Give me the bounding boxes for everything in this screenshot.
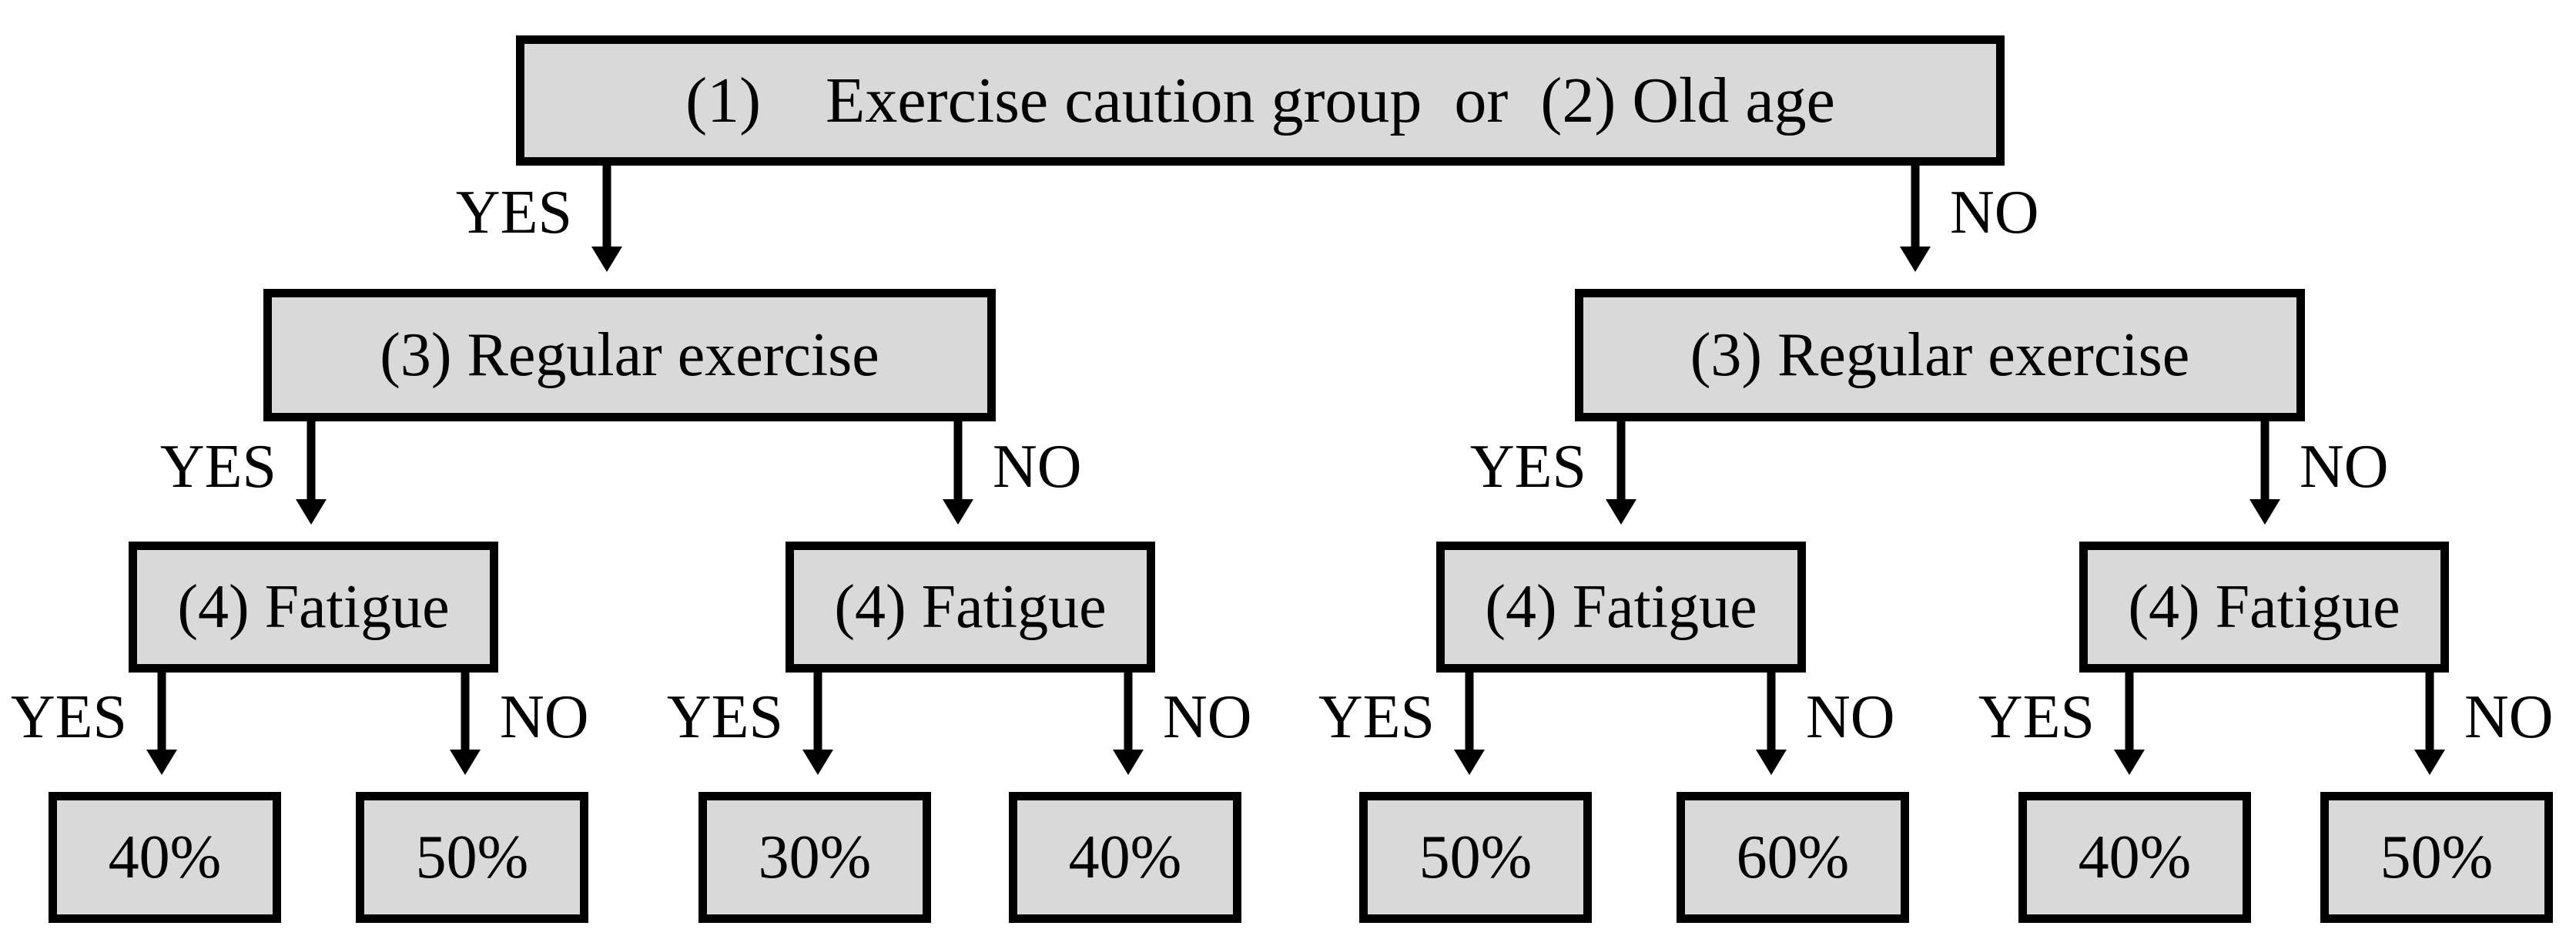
decision-node-label: (3) Regular exercise — [380, 321, 879, 389]
decision-node-label: (4) Fatigue — [2128, 573, 2400, 641]
arrow-line — [157, 673, 166, 751]
decision-node-label: (4) Fatigue — [177, 573, 450, 641]
leaf-node-percentage-7: 40% — [2018, 792, 2251, 923]
arrow-head-icon — [802, 750, 833, 775]
leaf-node-percentage-8: 50% — [2320, 792, 2553, 923]
edge-label-no: NO — [2300, 433, 2389, 501]
leaf-node-value: 60% — [1736, 824, 1850, 891]
decision-node-fatigue-1: (4) Fatigue — [129, 542, 498, 673]
edge-label-yes: YES — [1978, 683, 2095, 751]
arrow-head-icon — [450, 750, 481, 775]
leaf-node-percentage-1: 40% — [49, 792, 281, 923]
leaf-node-percentage-3: 30% — [698, 792, 931, 923]
arrow-connector — [943, 421, 973, 525]
edge-label-no: NO — [500, 683, 589, 751]
arrow-connector — [1113, 673, 1144, 775]
arrow-line — [1465, 673, 1474, 751]
arrow-line — [602, 166, 611, 248]
arrow-line — [307, 421, 316, 501]
arrow-head-icon — [296, 499, 327, 525]
arrow-line — [1767, 673, 1776, 751]
arrow-head-icon — [2414, 750, 2445, 775]
decision-node-fatigue-4: (4) Fatigue — [2079, 542, 2449, 673]
arrow-line — [2125, 673, 2134, 751]
arrow-head-icon — [2114, 750, 2145, 775]
leaf-node-value: 40% — [2078, 824, 2192, 891]
arrow-connector — [802, 673, 833, 775]
arrow-line — [461, 673, 470, 751]
leaf-node-value: 50% — [2380, 824, 2494, 891]
edge-label-yes: YES — [666, 683, 783, 751]
edge-label-no: NO — [1950, 179, 2039, 247]
decision-node-label: (3) Regular exercise — [1690, 321, 2190, 389]
arrow-line — [1616, 421, 1626, 501]
leaf-node-value: 40% — [1068, 824, 1182, 891]
edge-label-no: NO — [993, 433, 1082, 501]
arrow-head-icon — [1756, 750, 1787, 775]
leaf-node-value: 50% — [415, 824, 529, 891]
arrow-line — [813, 673, 822, 751]
decision-node-regular-exercise-left: (3) Regular exercise — [263, 289, 996, 421]
decision-node-fatigue-3: (4) Fatigue — [1436, 542, 1806, 673]
arrow-head-icon — [2249, 499, 2280, 525]
arrow-head-icon — [943, 499, 973, 525]
edge-label-yes: YES — [455, 179, 572, 247]
arrow-connector — [1606, 421, 1636, 525]
edge-label-no: NO — [1806, 683, 1895, 751]
leaf-node-percentage-2: 50% — [356, 792, 588, 923]
leaf-node-percentage-5: 50% — [1359, 792, 1592, 923]
leaf-node-percentage-6: 60% — [1677, 792, 1909, 923]
arrow-line — [1911, 166, 1920, 248]
decision-node-root-label: (1) Exercise caution group or (2) Old ag… — [685, 64, 1835, 136]
leaf-node-percentage-4: 40% — [1009, 792, 1241, 923]
decision-node-regular-exercise-right: (3) Regular exercise — [1575, 289, 2305, 421]
arrow-connector — [1756, 673, 1787, 775]
arrow-connector — [2114, 673, 2145, 775]
arrow-line — [953, 421, 963, 501]
edge-label-yes: YES — [10, 683, 127, 751]
edge-label-yes: YES — [159, 433, 276, 501]
arrow-connector — [450, 673, 481, 775]
arrow-head-icon — [1606, 499, 1636, 525]
arrow-connector — [146, 673, 177, 775]
arrow-head-icon — [146, 750, 177, 775]
edge-label-no: NO — [1163, 683, 1252, 751]
arrow-head-icon — [1900, 247, 1931, 272]
arrow-line — [2425, 673, 2434, 751]
edge-label-no: NO — [2464, 683, 2554, 751]
edge-label-yes: YES — [1469, 433, 1586, 501]
arrow-head-icon — [591, 247, 622, 272]
leaf-node-value: 50% — [1419, 824, 1533, 891]
leaf-node-value: 40% — [108, 824, 222, 891]
arrow-connector — [1454, 673, 1485, 775]
arrow-head-icon — [1113, 750, 1144, 775]
arrow-head-icon — [1454, 750, 1485, 775]
decision-node-root: (1) Exercise caution group or (2) Old ag… — [516, 35, 2005, 166]
arrow-line — [2260, 421, 2269, 501]
decision-node-fatigue-2: (4) Fatigue — [786, 542, 1155, 673]
arrow-connector-root-yes — [591, 166, 622, 272]
arrow-connector — [2249, 421, 2280, 525]
edge-label-yes: YES — [1318, 683, 1435, 751]
leaf-node-value: 30% — [758, 824, 872, 891]
decision-node-label: (4) Fatigue — [1485, 573, 1757, 641]
arrow-connector-root-no — [1900, 166, 1931, 272]
arrow-line — [1124, 673, 1133, 751]
arrow-connector — [2414, 673, 2445, 775]
arrow-connector — [296, 421, 327, 525]
decision-node-label: (4) Fatigue — [834, 573, 1107, 641]
